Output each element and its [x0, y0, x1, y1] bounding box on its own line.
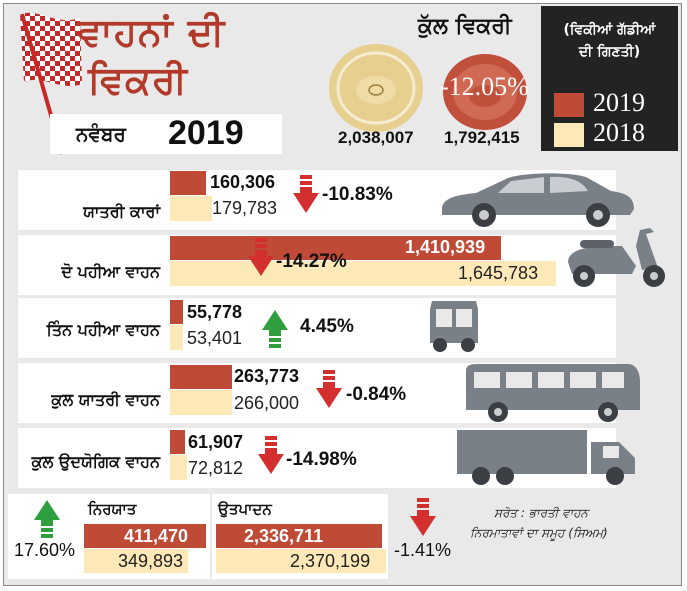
category-label: ਯਾਤਰੀ ਕਾਰਾਂ — [83, 202, 160, 221]
title-line-2: ਵਿਕਰੀ — [88, 58, 188, 102]
steering-wheel-red-icon — [443, 54, 527, 130]
bus-icon — [466, 364, 640, 422]
category-label: ਤਿੰਨ ਪਹੀਆ ਵਾਹਨ — [46, 320, 160, 339]
auto-rickshaw-icon — [430, 301, 478, 352]
category-label: ਦੋ ਪਹੀਆ ਵਾਹਨ — [61, 262, 160, 281]
change-percent: -14.98% — [286, 449, 357, 470]
bar-2018 — [170, 261, 556, 286]
value-2018: 72,812 — [188, 458, 244, 478]
trend-down-icon — [293, 175, 319, 213]
value-2019: 55,778 — [187, 302, 243, 322]
trend-down-icon — [316, 370, 342, 408]
value-2019: 160,306 — [210, 172, 276, 192]
bar-2019 — [170, 236, 501, 260]
change-percent: -0.84% — [346, 384, 407, 405]
legend-swatch-2019 — [554, 93, 584, 117]
row-band-2 — [18, 298, 616, 358]
source-line-1: ਸਰੋਤ : ਭਾਰਤੀ ਵਾਹਨ — [494, 506, 588, 520]
truck-icon — [457, 430, 635, 485]
legend-title-1: (ਵਿਕੀਆਂ ਗੱਡੀਆਂ — [563, 22, 656, 38]
bar-2019 — [170, 171, 206, 195]
value-2019: 1,410,939 — [405, 237, 486, 257]
production-value-2019: 2,336,711 — [244, 526, 324, 546]
value-2018: 53,401 — [187, 328, 243, 348]
bar-2018 — [170, 196, 212, 221]
scooter-icon — [568, 228, 665, 287]
subtitle-year: 2019 — [168, 114, 244, 152]
subtitle-month: ਨਵੰਬਰ — [76, 122, 126, 146]
trend-down-icon — [258, 436, 284, 474]
bar-2019 — [170, 365, 232, 389]
value-2018: 179,783 — [212, 198, 278, 218]
subtitle-box: ਨਵੰਬਰ 2019 — [50, 114, 282, 154]
header: ਵਾਹਨਾਂ ਦੀ ਵਿਕਰੀ ਨਵੰਬਰ 2019 — [8, 6, 538, 156]
change-percent: -14.27% — [276, 251, 347, 272]
total-sales-label: ਕੁੱਲ ਵਿਕਰੀ — [418, 14, 512, 39]
total-2019-value: 1,792,415 — [444, 128, 520, 147]
trend-up-icon — [34, 500, 60, 538]
value-2019: 61,907 — [188, 432, 244, 452]
bar-2019 — [170, 430, 185, 454]
trend-down-icon — [410, 498, 436, 536]
production-bar-2019 — [216, 524, 382, 548]
change-percent: 4.45% — [300, 316, 354, 337]
production-label: ਉਤਪਾਦਨ — [218, 500, 272, 518]
total-change: -12.05% — [440, 72, 529, 101]
production-change: -1.41% — [394, 540, 452, 560]
category-label: ਕੁਲ ਯਾਤਰੀ ਵਾਹਨ — [51, 390, 160, 409]
production-value-2018: 2,370,199 — [290, 551, 371, 571]
bar-2018 — [170, 325, 183, 350]
exports-bar-2019 — [84, 524, 206, 548]
legend-label-2018: 2018 — [593, 118, 645, 147]
change-percent: -10.83% — [322, 184, 393, 205]
value-2019: 263,773 — [234, 366, 300, 386]
legend-swatch-2018 — [554, 123, 584, 147]
source-line-2: ਨਿਰਮਾਤਾਵਾਂ ਦਾ ਸਮੂਹ (ਸਿਅਮ) — [470, 526, 608, 540]
trend-up-icon — [262, 310, 288, 348]
exports-bar-2018 — [84, 549, 188, 573]
exports-change: 17.60% — [14, 540, 76, 560]
bar-2018 — [170, 455, 187, 480]
steering-wheel-icon — [329, 44, 423, 132]
exports-value-2019: 411,470 — [124, 526, 189, 546]
production-bar-2018 — [216, 549, 386, 573]
exports-value-2018: 349,893 — [118, 551, 184, 571]
bar-2018 — [170, 390, 232, 415]
bar-2019 — [170, 300, 183, 324]
category-label: ਕੁਲ ਉਦਯੋਗਿਕ ਵਾਹਨ — [31, 452, 160, 471]
exports-label: ਨਿਰਯਾਤ — [88, 500, 137, 518]
car-icon — [442, 173, 634, 227]
value-2018: 1,645,783 — [458, 263, 539, 283]
trend-down-icon — [248, 238, 274, 276]
legend: (ਵਿਕੀਆਂ ਗੱਡੀਆਂ ਦੀ ਗਿਣਤੀ) 2019 2018 — [541, 6, 678, 151]
title-line-1: ਵਾਹਨਾਂ ਦੀ — [78, 10, 226, 54]
legend-label-2019: 2019 — [593, 88, 645, 117]
value-2018: 266,000 — [234, 393, 300, 413]
total-2018-value: 2,038,007 — [338, 128, 414, 147]
legend-title-2: ਦੀ ਗਿਣਤੀ) — [578, 44, 641, 60]
